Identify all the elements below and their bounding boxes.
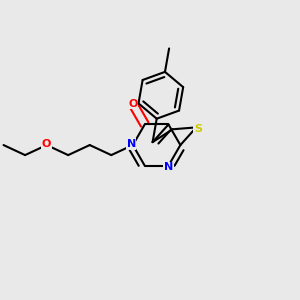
Text: N: N: [127, 139, 136, 149]
Text: N: N: [164, 162, 173, 172]
Text: O: O: [128, 99, 137, 109]
Text: S: S: [194, 124, 202, 134]
Text: O: O: [42, 139, 51, 149]
